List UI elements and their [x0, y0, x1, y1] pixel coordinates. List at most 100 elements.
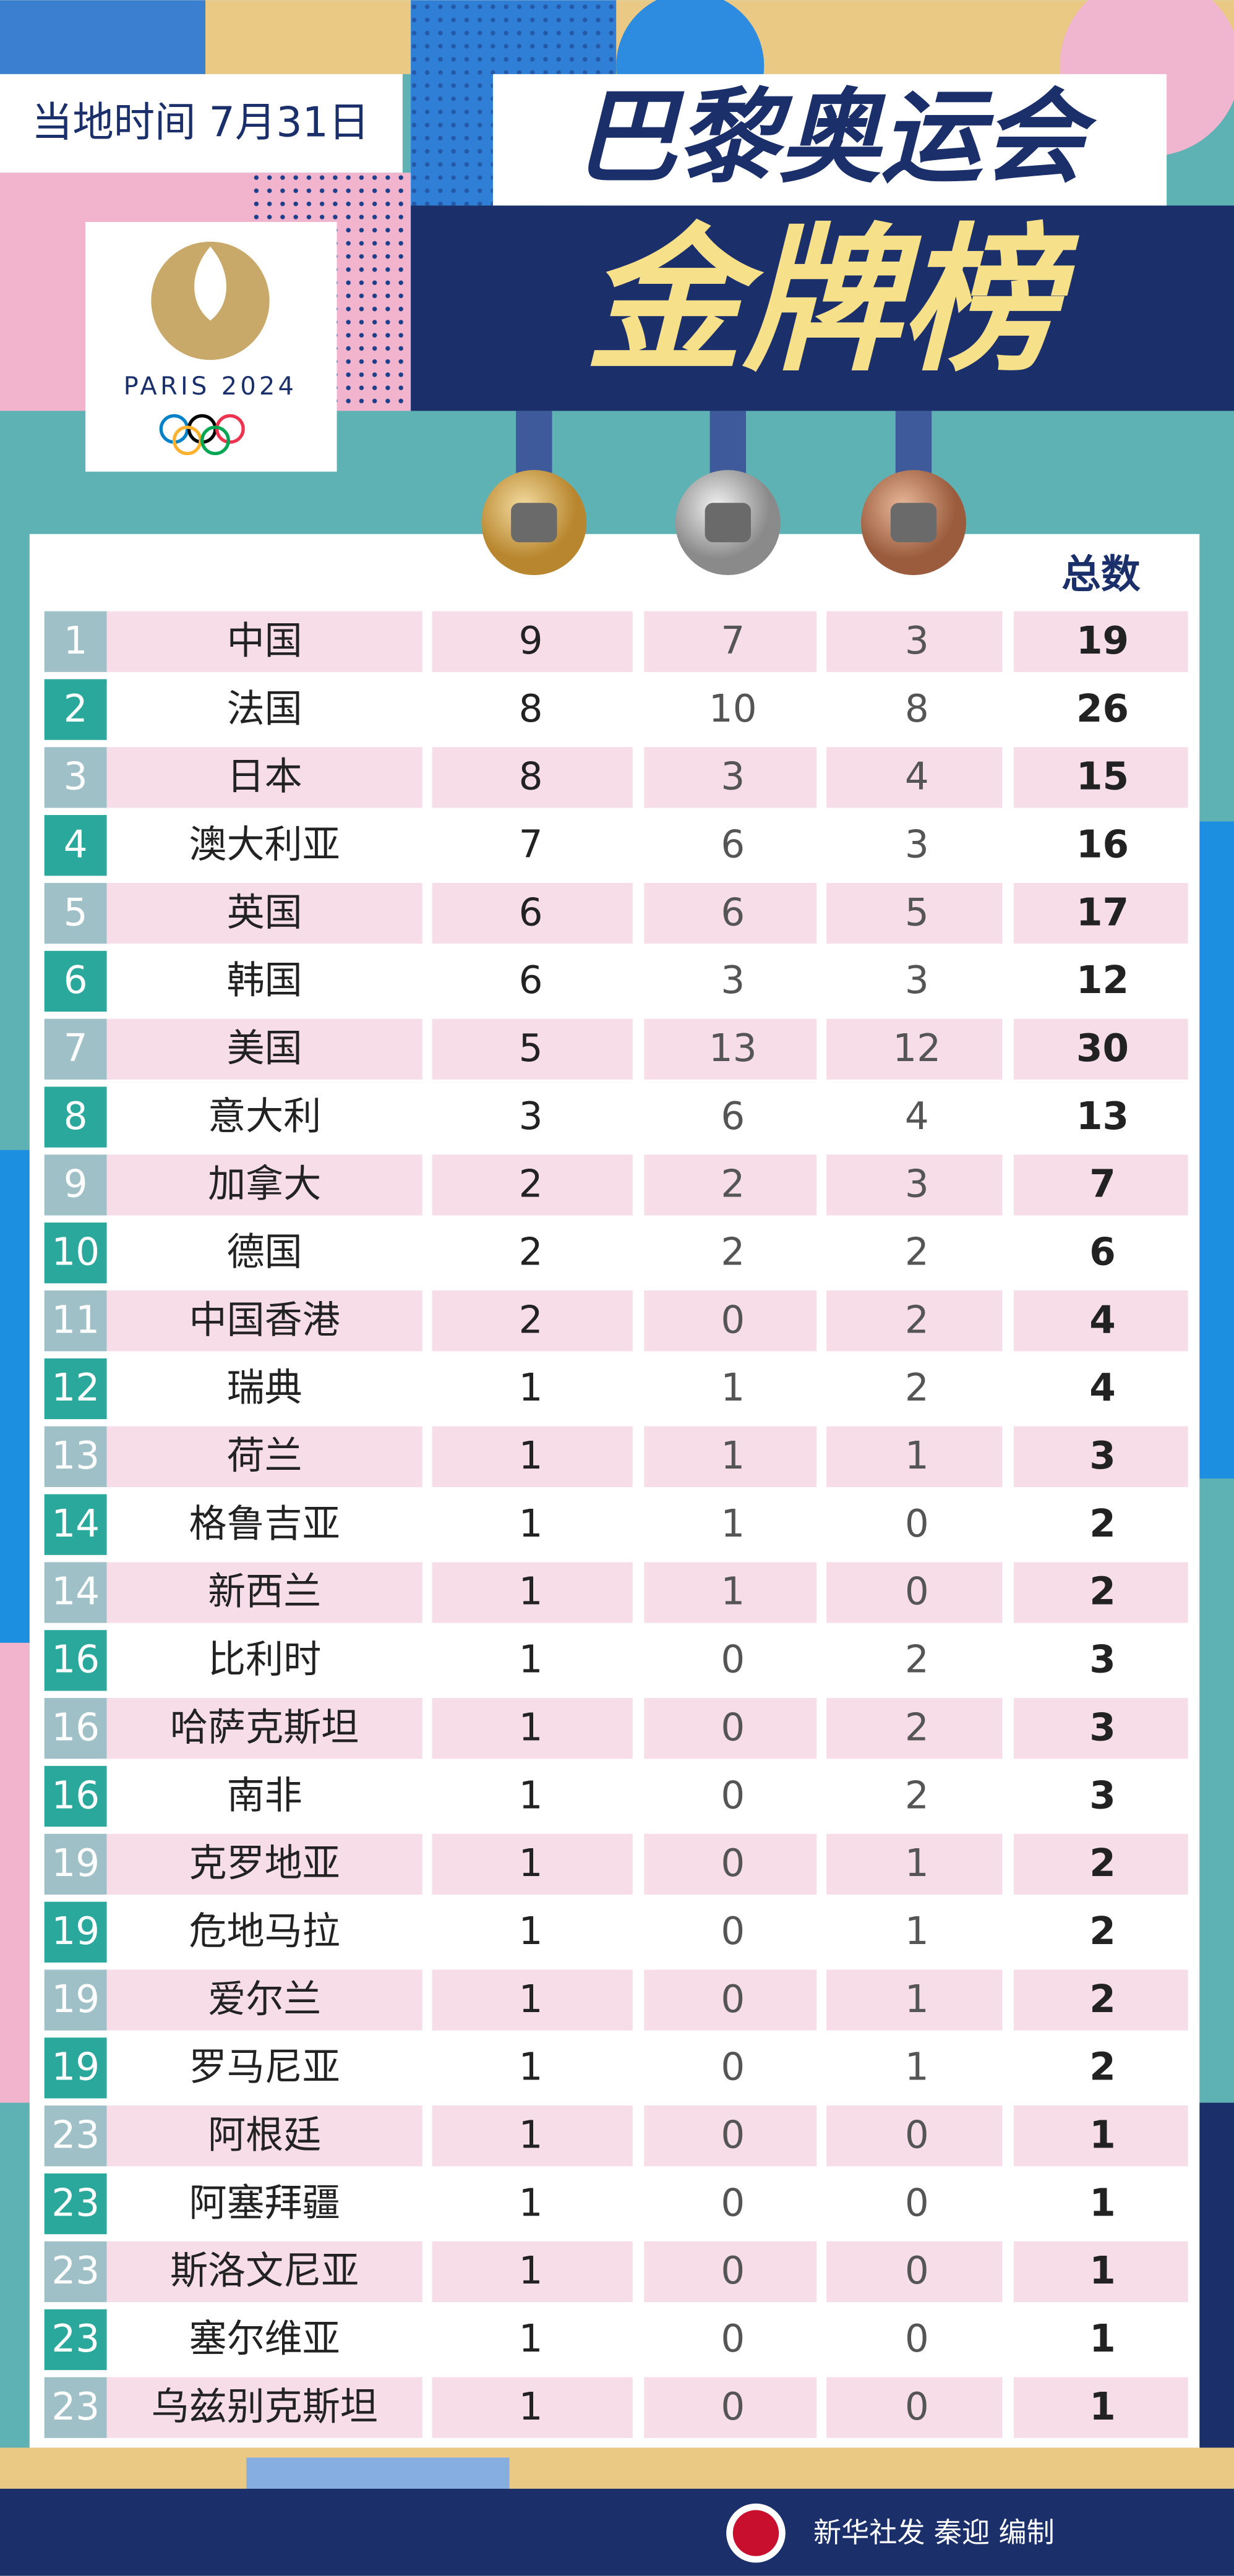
rank-cell — [44, 1698, 107, 1759]
bronze-cell — [826, 1290, 1003, 1352]
country-cell — [106, 950, 422, 1012]
country: 比利时 — [208, 1638, 321, 1682]
bronze: 12 — [893, 1026, 941, 1070]
silver-cell — [644, 1086, 817, 1148]
gold-cell — [432, 2377, 633, 2438]
rank: 16 — [51, 1705, 100, 1749]
total: 16 — [1076, 822, 1129, 866]
gold-cell — [432, 2309, 633, 2370]
total-header: 总数 — [1061, 552, 1141, 597]
bronze-cell — [826, 1901, 1003, 1963]
silver: 1 — [721, 1434, 745, 1478]
country: 阿根廷 — [208, 2113, 321, 2157]
gold: 1 — [519, 2249, 543, 2293]
rank: 13 — [51, 1434, 100, 1478]
rank: 19 — [51, 2045, 100, 2089]
gold-cell — [432, 1222, 633, 1284]
bronze-cell — [826, 2241, 1003, 2303]
total: 30 — [1076, 1026, 1129, 1070]
rank-cell — [44, 1086, 107, 1148]
silver-cell — [644, 1698, 817, 1759]
total-cell — [1014, 1154, 1188, 1216]
bronze: 3 — [905, 1162, 929, 1206]
silver-cell — [644, 1290, 817, 1352]
bronze: 3 — [905, 822, 929, 866]
bronze-cell — [826, 1222, 1003, 1284]
silver: 13 — [709, 1026, 757, 1070]
silver: 0 — [721, 1705, 745, 1749]
decor — [246, 2457, 510, 2494]
silver-cell — [644, 2173, 817, 2235]
gold: 1 — [519, 2181, 543, 2225]
silver-cell — [644, 1765, 817, 1827]
gold: 1 — [519, 1841, 543, 1885]
gold-cell — [432, 1969, 633, 2031]
gold: 1 — [519, 2385, 543, 2429]
silver: 6 — [721, 1094, 745, 1138]
bronze: 0 — [905, 2249, 929, 2293]
total-cell — [1014, 2037, 1188, 2099]
total: 1 — [1089, 2385, 1116, 2429]
rank-cell — [44, 1969, 107, 2031]
country: 南非 — [227, 1773, 302, 1817]
total: 2 — [1089, 1502, 1116, 1546]
gold-cell — [432, 1494, 633, 1555]
silver: 0 — [721, 2317, 745, 2361]
total-cell — [1014, 679, 1188, 740]
gold-cell — [432, 1901, 633, 1963]
rank-cell — [44, 1426, 107, 1487]
silver: 0 — [721, 2181, 745, 2225]
gold: 8 — [519, 687, 543, 731]
rank-cell — [44, 1222, 107, 1284]
rank-cell — [44, 2105, 107, 2167]
country-cell — [106, 2173, 422, 2235]
country-cell — [106, 1222, 422, 1284]
rank-cell — [44, 679, 107, 740]
rank-cell — [44, 2173, 107, 2235]
gold-cell — [432, 1698, 633, 1759]
country-cell — [106, 1630, 422, 1691]
gold: 1 — [519, 2317, 543, 2361]
total: 3 — [1089, 1773, 1116, 1817]
bronze-cell — [826, 1154, 1003, 1216]
gold: 5 — [519, 1026, 543, 1070]
rank-cell — [44, 747, 107, 808]
bronze: 8 — [905, 687, 929, 731]
medals — [481, 411, 966, 576]
rank-cell — [44, 2241, 107, 2303]
rank: 8 — [64, 1094, 88, 1138]
rank: 14 — [51, 1502, 100, 1546]
silver-cell — [644, 1562, 817, 1623]
title: 巴黎奥运会 — [575, 78, 1097, 197]
gold-cell — [432, 679, 633, 740]
country-cell — [106, 679, 422, 740]
bronze: 1 — [905, 1434, 929, 1478]
country: 瑞典 — [227, 1366, 302, 1410]
country-cell — [106, 2105, 422, 2167]
country: 意大利 — [208, 1094, 321, 1138]
decor — [0, 1149, 30, 1643]
country-cell — [106, 747, 422, 808]
decor — [0, 0, 206, 74]
rank: 23 — [51, 2181, 100, 2225]
total-cell — [1014, 1901, 1188, 1963]
gold-cell — [432, 1290, 633, 1352]
country-cell — [106, 1018, 422, 1080]
total-cell — [1014, 2105, 1188, 2167]
country-cell — [106, 1969, 422, 2031]
rank: 3 — [64, 755, 88, 799]
rank: 9 — [64, 1162, 88, 1206]
rank: 19 — [51, 1841, 100, 1885]
gold-cell — [432, 815, 633, 876]
rank-cell — [44, 1562, 107, 1623]
silver: 2 — [721, 1230, 745, 1274]
gold: 6 — [519, 890, 543, 934]
rank: 14 — [51, 1570, 100, 1614]
silver-cell — [644, 950, 817, 1012]
gold-cell — [432, 1358, 633, 1420]
silver-cell — [644, 2241, 817, 2303]
bronze: 2 — [905, 1366, 929, 1410]
rank: 19 — [51, 1909, 100, 1953]
rank-cell — [44, 1765, 107, 1827]
